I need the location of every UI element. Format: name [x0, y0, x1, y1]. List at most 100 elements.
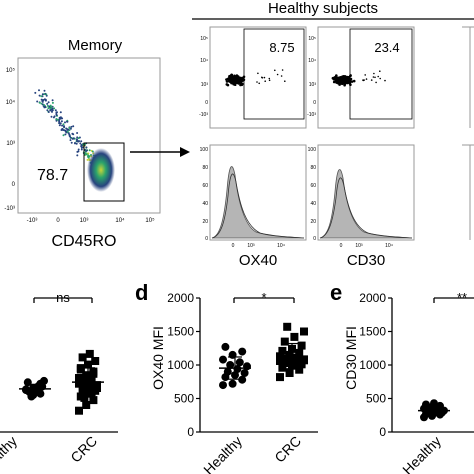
y-tick-label: 500 [174, 392, 194, 406]
data-point [243, 362, 251, 371]
data-point [290, 332, 299, 341]
flow-event-dot [341, 79, 345, 83]
data-point [292, 361, 301, 369]
data-point [85, 349, 94, 358]
memory-event-dot [68, 135, 71, 138]
memory-event-dot [44, 98, 47, 101]
memory-event-dot [47, 101, 50, 104]
data-point [85, 382, 94, 391]
memory-event-dot [80, 148, 83, 151]
data-point [285, 350, 294, 359]
flow-event-dot [258, 82, 261, 85]
memory-event-dot [44, 106, 47, 109]
flow-event-dot [379, 77, 382, 80]
memory-event-dot [88, 149, 91, 152]
memory-event-dot [52, 116, 55, 119]
flow-event-dot [373, 72, 375, 75]
memory-event-dot [63, 125, 65, 128]
histogram-ox40-label: OX40 [239, 252, 277, 269]
flow-event-dot [281, 69, 284, 71]
dot-plot-y-tick: 10⁴ [308, 58, 316, 64]
dot-plot-y-tick: 10⁵ [308, 36, 316, 42]
data-point [27, 392, 36, 401]
data-point [75, 379, 83, 388]
histogram-y-tick: 100 [200, 147, 209, 153]
memory-x-tick: 10⁴ [115, 217, 125, 224]
memory-event-dot [76, 132, 79, 134]
data-point [288, 361, 296, 370]
memory-x-tick: 0 [56, 218, 60, 224]
significance-label: ns [56, 290, 70, 305]
category-label: Healthy [200, 433, 245, 474]
flow-event-dot [350, 80, 354, 83]
memory-event-dot [67, 128, 70, 131]
memory-event-dot [49, 109, 52, 112]
dot-plot-y-tick: 10⁴ [200, 58, 208, 64]
memory-event-dot [63, 129, 66, 132]
flow-event-dot [332, 78, 336, 81]
data-point [276, 357, 284, 365]
memory-event-dot [67, 132, 70, 135]
data-point [297, 341, 306, 350]
histogram-cd30-isotype [319, 169, 413, 239]
histogram-x-tick: 0 [232, 243, 235, 249]
memory-event-dot [64, 121, 66, 124]
memory-event-dot [72, 137, 75, 140]
category-label: CRC [271, 433, 304, 466]
dot-plot-y-tick: 0 [313, 100, 316, 106]
memory-event-dot [65, 127, 68, 130]
data-point [283, 322, 292, 331]
memory-event-dot [76, 136, 79, 139]
data-point [295, 365, 304, 374]
memory-event-dot [62, 123, 65, 126]
data-point [221, 342, 230, 351]
memory-event-dot [64, 133, 67, 136]
flow-event-dot [236, 76, 240, 80]
panel-e-plot: 2000 1500 1000 500 0 ** Healthy [359, 290, 474, 474]
memory-event-dot [68, 127, 71, 129]
header-title: Healthy subjects [268, 0, 378, 17]
memory-gate-value: 78.7 [37, 167, 68, 184]
panel-e-letter: e [330, 280, 342, 305]
flow-event-dot [346, 81, 350, 84]
y-tick-label: 1500 [167, 325, 194, 339]
flow-event-dot [362, 79, 364, 81]
memory-event-dot [46, 109, 49, 112]
flow-event-dot [261, 76, 263, 79]
flow-event-dot [268, 79, 271, 82]
memory-y-tick: 10⁴ [6, 99, 16, 106]
memory-event-dot [41, 93, 44, 96]
data-point [75, 406, 83, 415]
flow-event-dot [257, 72, 259, 75]
memory-gate [83, 142, 125, 202]
data-point [436, 401, 444, 410]
flow-event-dot [370, 79, 373, 81]
memory-y-tick: 0 [12, 182, 16, 188]
data-point [22, 386, 30, 395]
memory-event-dot [55, 114, 58, 117]
memory-event-dot [56, 111, 58, 114]
flow-event-dot [263, 76, 266, 79]
histogram-y-tick: 80 [310, 165, 316, 171]
data-point [36, 389, 45, 398]
category-label: CRC [67, 433, 100, 466]
dot-plot-y-tick: -10³ [307, 112, 316, 118]
y-tick-label: 500 [366, 392, 386, 406]
memory-event-dot [72, 125, 75, 128]
dot-plot-cd30-gate [349, 28, 413, 120]
memory-event-dot [74, 142, 76, 144]
flow-event-dot [239, 80, 242, 84]
histogram-x-tick: 10⁴ [385, 243, 393, 249]
y-tick-label: 1500 [359, 325, 386, 339]
memory-event-dot [34, 91, 37, 94]
data-point [91, 357, 100, 365]
data-point [29, 384, 38, 392]
memory-event-dot [69, 136, 72, 139]
dot-plot-cd30-value: 23.4 [374, 40, 399, 55]
data-point [240, 369, 249, 377]
memory-event-dot [66, 130, 69, 133]
flow-event-dot [374, 76, 376, 79]
memory-x-label: CD45RO [52, 233, 117, 250]
data-point [300, 327, 308, 336]
